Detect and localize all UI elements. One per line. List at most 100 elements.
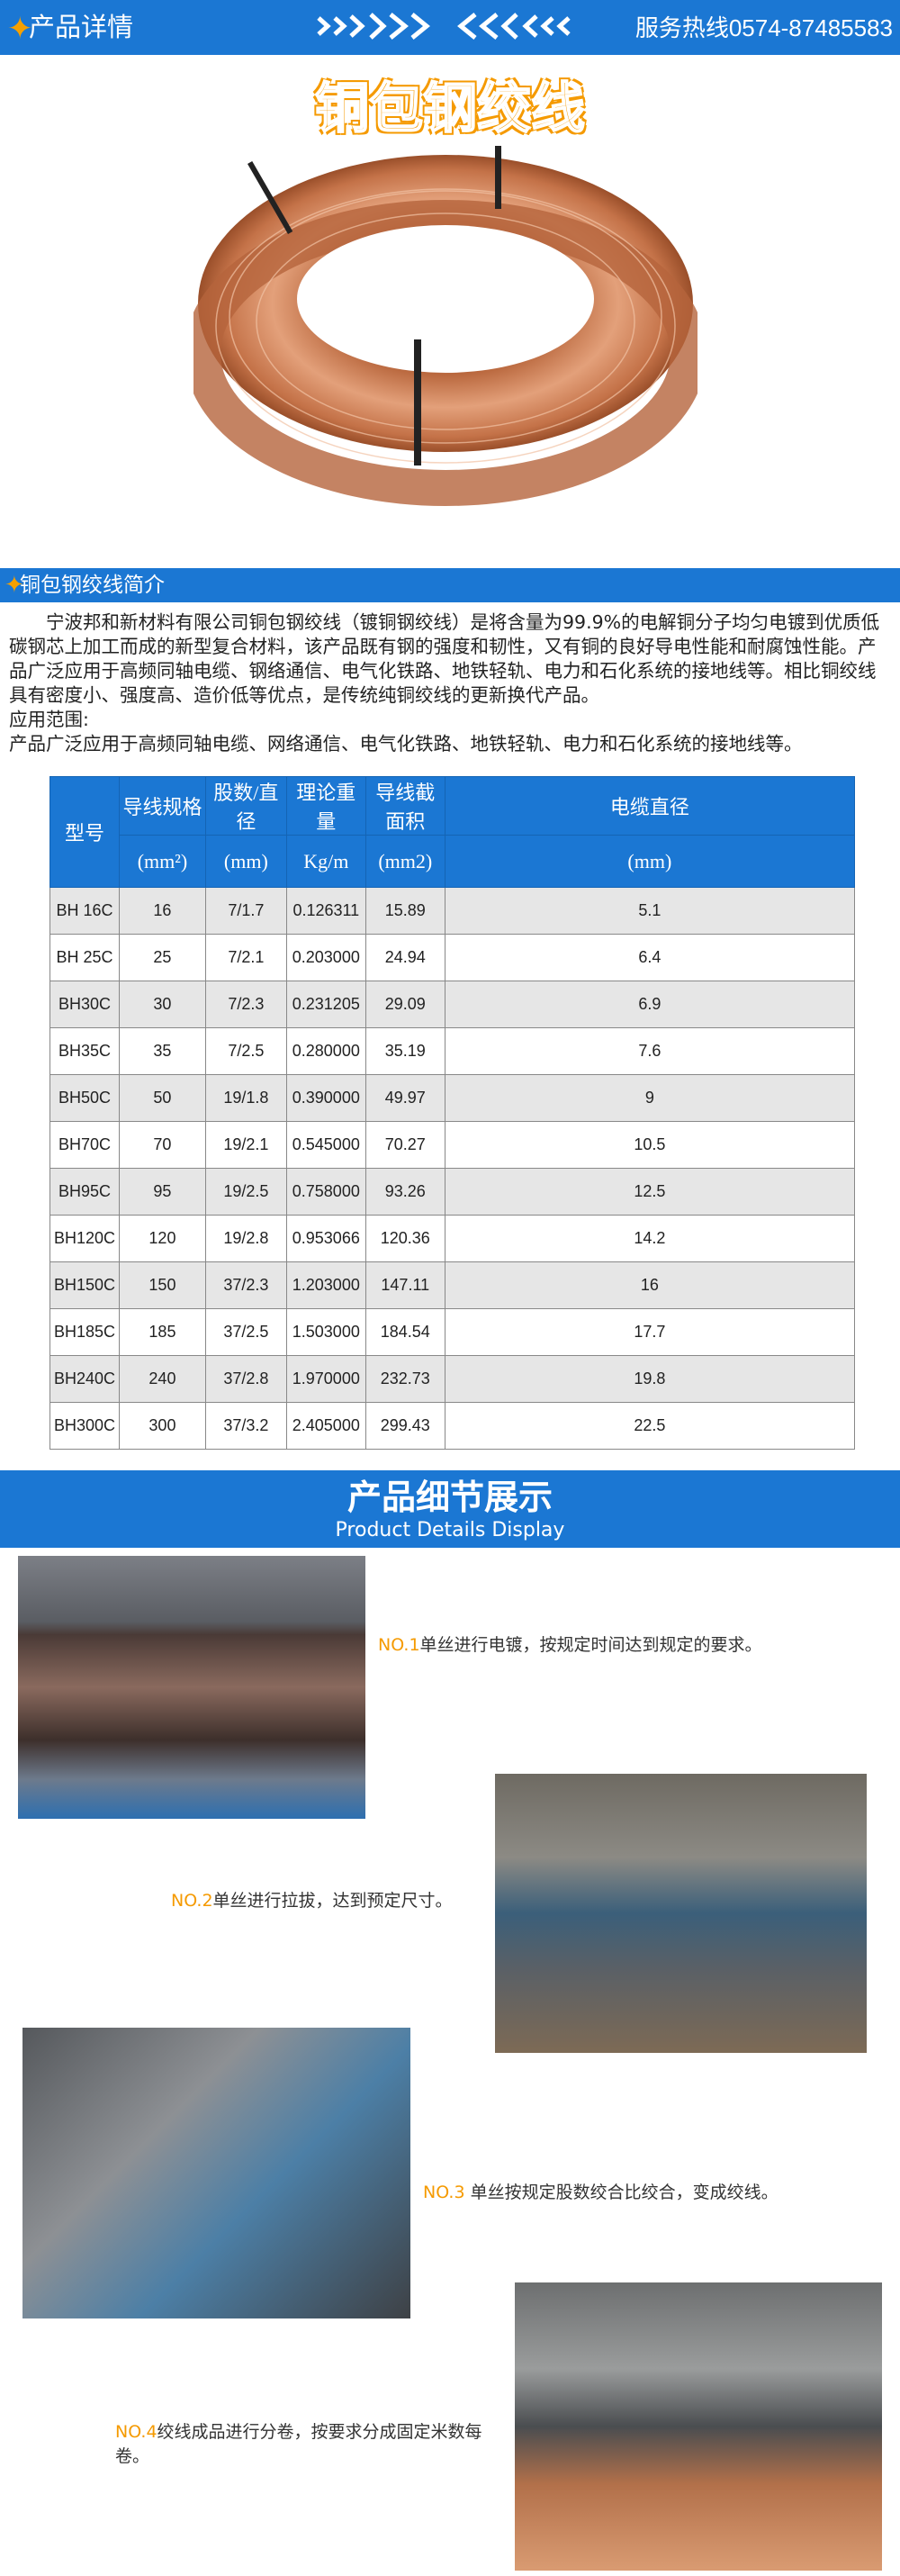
table-row: BH300C 300 37/3.2 2.405000 299.43 22.5 xyxy=(50,1402,856,1450)
table-cell: 7/2.1 xyxy=(204,934,287,981)
table-row: BH240C 240 37/2.8 1.970000 232.73 19.8 xyxy=(50,1355,856,1403)
table-cell: 120 xyxy=(118,1215,206,1262)
step-4-caption: NO.4绞线成品进行分卷，按要求分成固定米数每卷。 xyxy=(115,2420,511,2469)
header-model: 型号 xyxy=(50,776,120,888)
table-cell: 15.89 xyxy=(364,887,446,935)
intro-section-title: 铜包钢绞线简介 xyxy=(20,574,165,597)
table-cell: 19/1.8 xyxy=(204,1074,287,1122)
table-cell: 2.405000 xyxy=(285,1402,366,1450)
table-row: BH185C 185 37/2.5 1.503000 184.54 17.7 xyxy=(50,1308,856,1356)
table-cell: BH120C xyxy=(50,1215,120,1262)
table-cell: 0.953066 xyxy=(285,1215,366,1262)
step-4-text: 绞线成品进行分卷，按要求分成固定米数每卷。 xyxy=(115,2422,482,2466)
table-row: BH 25C 25 7/2.1 0.203000 24.94 6.4 xyxy=(50,934,856,981)
step-3-caption: NO.3 单丝按规定股数绞合比绞合，变成绞线。 xyxy=(423,2181,778,2205)
table-cell: 299.43 xyxy=(364,1402,446,1450)
step-1-text: 单丝进行电镀，按规定时间达到规定的要求。 xyxy=(419,1635,762,1655)
unit-spec: (mm²) xyxy=(118,835,206,888)
coiling-photo xyxy=(515,2282,882,2571)
details-subtitle: Product Details Display xyxy=(335,1519,565,1541)
table-cell: 0.758000 xyxy=(285,1168,366,1216)
stranding-photo xyxy=(22,2028,410,2318)
table-cell: 1.203000 xyxy=(285,1261,366,1309)
table-cell: 29.09 xyxy=(364,981,446,1028)
unit-diameter: (mm) xyxy=(444,835,856,888)
scope-text: 产品广泛应用于高频同轴电缆、网络通信、电气化铁路、地铁轻轨、电力和石化系统的接地… xyxy=(9,733,803,755)
step-2-caption: NO.2单丝进行拉拔，达到预定尺寸。 xyxy=(171,1889,453,1913)
details-title: 产品细节展示 xyxy=(346,1478,553,1517)
step-1-caption: NO.1单丝进行电镀，按规定时间达到规定的要求。 xyxy=(378,1633,774,1658)
product-title: 铜包钢绞线 xyxy=(314,77,586,141)
table-cell: 95 xyxy=(118,1168,206,1216)
header-weight: 理论重量 xyxy=(285,776,366,836)
table-cell: 37/2.5 xyxy=(204,1308,287,1356)
unit-weight: Kg/m xyxy=(285,835,366,888)
header-area: 导线截面积 xyxy=(364,776,446,836)
table-cell: 25 xyxy=(118,934,206,981)
step-2-number: NO.2 xyxy=(171,1891,213,1911)
step-1-number: NO.1 xyxy=(378,1635,420,1655)
table-cell: BH185C xyxy=(50,1308,120,1356)
table-cell: 16 xyxy=(444,1261,856,1309)
step-4-number: NO.4 xyxy=(115,2422,158,2442)
table-cell: 93.26 xyxy=(364,1168,446,1216)
table-row: BH 16C 16 7/1.7 0.126311 15.89 5.1 xyxy=(50,887,856,935)
table-cell: 150 xyxy=(118,1261,206,1309)
table-cell: BH70C xyxy=(50,1121,120,1169)
chevron-arrows-decoration-icon xyxy=(317,13,571,40)
table-cell: 0.390000 xyxy=(285,1074,366,1122)
table-cell: 0.126311 xyxy=(285,887,366,935)
table-cell: 19/2.1 xyxy=(204,1121,287,1169)
table-cell: 0.545000 xyxy=(285,1121,366,1169)
table-cell: BH30C xyxy=(50,981,120,1028)
hotline-text: 服务热线0574-87485583 xyxy=(634,14,893,41)
table-cell: 70.27 xyxy=(364,1121,446,1169)
scope-label: 应用范围: xyxy=(9,709,89,730)
table-cell: 35 xyxy=(118,1027,206,1075)
table-cell: 22.5 xyxy=(444,1402,856,1450)
table-cell: 16 xyxy=(118,887,206,935)
table-cell: 184.54 xyxy=(364,1308,446,1356)
table-cell: 35.19 xyxy=(364,1027,446,1075)
table-cell: 147.11 xyxy=(364,1261,446,1309)
table-cell: 7/2.3 xyxy=(204,981,287,1028)
table-cell: 12.5 xyxy=(444,1168,856,1216)
table-row: BH95C 95 19/2.5 0.758000 93.26 12.5 xyxy=(50,1168,856,1216)
star-icon: ✦ xyxy=(7,11,33,47)
table-cell: 0.203000 xyxy=(285,934,366,981)
table-cell: 0.280000 xyxy=(285,1027,366,1075)
table-cell: BH35C xyxy=(50,1027,120,1075)
table-cell: BH50C xyxy=(50,1074,120,1122)
header-diameter: 电缆直径 xyxy=(444,776,856,836)
table-cell: 232.73 xyxy=(364,1355,446,1403)
table-cell: 70 xyxy=(118,1121,206,1169)
table-cell: BH 25C xyxy=(50,934,120,981)
star-icon: ✦ xyxy=(4,572,24,599)
table-row: BH70C 70 19/2.1 0.545000 70.27 10.5 xyxy=(50,1121,856,1169)
header-strands: 股数/直径 xyxy=(204,776,287,836)
table-cell: 37/3.2 xyxy=(204,1402,287,1450)
electroplating-photo xyxy=(18,1556,365,1819)
table-row: BH150C 150 37/2.3 1.203000 147.11 16 xyxy=(50,1261,856,1309)
table-cell: BH240C xyxy=(50,1355,120,1403)
table-cell: 9 xyxy=(444,1074,856,1122)
header-spec: 导线规格 xyxy=(118,776,206,836)
table-cell: BH150C xyxy=(50,1261,120,1309)
table-cell: 10.5 xyxy=(444,1121,856,1169)
table-cell: 300 xyxy=(118,1402,206,1450)
spec-table: 型号 导线规格 股数/直径 理论重量 导线截面积 电缆直径 (mm²) (mm)… xyxy=(50,776,856,1450)
table-cell: 17.7 xyxy=(444,1308,856,1356)
table-cell: 19/2.5 xyxy=(204,1168,287,1216)
table-cell: BH300C xyxy=(50,1402,120,1450)
table-cell: 50 xyxy=(118,1074,206,1122)
table-cell: BH95C xyxy=(50,1168,120,1216)
table-cell: 14.2 xyxy=(444,1215,856,1262)
intro-paragraph: 宁波邦和新材料有限公司铜包钢绞线（镀铜钢绞线）是将含量为99.9%的电解铜分子均… xyxy=(9,611,880,706)
table-row: BH30C 30 7/2.3 0.231205 29.09 6.9 xyxy=(50,981,856,1028)
wire-drawing-photo xyxy=(495,1774,867,2053)
table-cell: 240 xyxy=(118,1355,206,1403)
details-banner: 产品细节展示 Product Details Display xyxy=(0,1470,900,1548)
table-cell: 19.8 xyxy=(444,1355,856,1403)
table-cell: 120.36 xyxy=(364,1215,446,1262)
unit-strands: (mm) xyxy=(204,835,287,888)
